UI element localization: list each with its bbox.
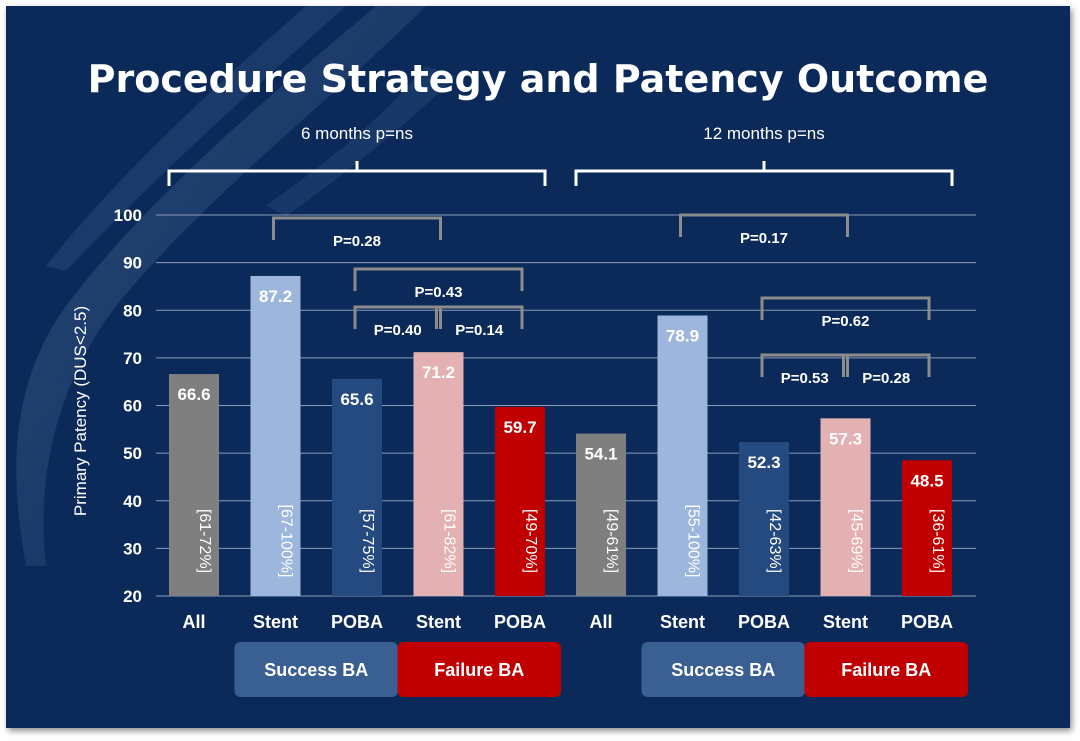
- x-category-label: All: [589, 612, 612, 632]
- p-value-label: P=0.28: [333, 233, 381, 250]
- bar-ci-label: [49-61%]: [603, 509, 620, 573]
- chart-groups: 6 months p=ns 66.6 [61-72%] All 87.2 [67-100%…: [167, 124, 968, 697]
- p-value-label: P=0.14: [455, 322, 504, 339]
- bar: [739, 442, 789, 596]
- x-category-label: Stent: [416, 612, 461, 632]
- x-category-label: Stent: [660, 612, 705, 632]
- bar-group: 12 months p=ns 54.1 [49-61%] All 78.9 [55-100…: [574, 124, 968, 697]
- x-category-label: All: [182, 612, 205, 632]
- p-value-label: P=0.17: [740, 230, 788, 247]
- chart: Procedure Strategy and Patency Outcome 2…: [16, 6, 989, 697]
- bar-value-label: 52.3: [747, 453, 780, 472]
- bar-ci-label: [45-69%]: [848, 509, 865, 573]
- subgroup-box: [804, 642, 968, 697]
- significance-bracket: [353, 267, 524, 291]
- bar-value-label: 78.9: [666, 326, 699, 345]
- p-value-label: P=0.53: [781, 370, 829, 387]
- x-category-label: POBA: [901, 612, 953, 632]
- x-category-label: POBA: [738, 612, 790, 632]
- bar-value-label: 65.6: [340, 390, 373, 409]
- x-category-label: Stent: [253, 612, 298, 632]
- bar: [413, 352, 464, 596]
- significance-bracket: [760, 353, 849, 377]
- subgroup-label: Failure BA: [841, 660, 931, 680]
- bar-ci-label: [55-100%]: [685, 505, 702, 578]
- bar: [576, 433, 626, 596]
- bar-ci-label: [49-70%]: [522, 509, 539, 573]
- bar: [657, 315, 708, 596]
- chart-title: Procedure Strategy and Patency Outcome: [88, 57, 989, 101]
- bar-group: 6 months p=ns 66.6 [61-72%] All 87.2 [67-100%…: [167, 124, 561, 697]
- p-value-label: P=0.43: [415, 284, 463, 301]
- bar-ci-label: [57-75%]: [359, 509, 376, 573]
- y-tick-label: 60: [123, 397, 142, 416]
- significance-bracket: [353, 305, 442, 329]
- bar: [250, 275, 301, 596]
- y-tick-label: 90: [123, 254, 142, 273]
- subgroup-box: [234, 642, 398, 697]
- bar-value-label: 57.3: [829, 429, 862, 448]
- y-tick-label: 100: [114, 206, 142, 225]
- bar-ci-label: [36-61%]: [929, 509, 946, 573]
- bar-ci-label: [61-82%]: [441, 509, 458, 573]
- period-brace: [574, 161, 954, 186]
- y-tick-label: 20: [123, 587, 142, 606]
- significance-bracket: [760, 296, 931, 320]
- significance-bracket: [435, 305, 524, 329]
- slide: Procedure Strategy and Patency Outcome 2…: [6, 6, 1070, 728]
- bar-value-label: 87.2: [259, 287, 292, 306]
- x-category-label: POBA: [494, 612, 546, 632]
- period-label: 6 months p=ns: [301, 124, 413, 143]
- bar-value-label: 66.6: [177, 385, 210, 404]
- significance-bracket: [679, 213, 849, 237]
- p-value-label: P=0.62: [822, 313, 870, 330]
- y-tick-label: 30: [123, 539, 142, 558]
- y-tick-label: 50: [123, 444, 142, 463]
- bar-value-label: 59.7: [503, 418, 536, 437]
- bar: [495, 406, 545, 596]
- significance-bracket: [272, 216, 442, 240]
- x-category-label: Stent: [823, 612, 868, 632]
- subgroup-label: Success BA: [264, 660, 368, 680]
- y-tick-label: 70: [123, 349, 142, 368]
- x-category-label: POBA: [331, 612, 383, 632]
- period-label: 12 months p=ns: [703, 124, 824, 143]
- p-value-label: P=0.40: [374, 322, 422, 339]
- bar-ci-label: [61-72%]: [196, 509, 213, 573]
- bar-ci-label: [42-63%]: [766, 509, 783, 573]
- y-tick-label: 80: [123, 301, 142, 320]
- subgroup-label: Failure BA: [434, 660, 524, 680]
- y-axis-label: Primary Patency (DUS<2.5): [71, 306, 90, 516]
- subgroup-box: [397, 642, 561, 697]
- decorative-swoosh: [16, 6, 456, 566]
- period-brace: [167, 161, 547, 186]
- bar-value-label: 54.1: [584, 445, 617, 464]
- y-tick-label: 40: [123, 492, 142, 511]
- bar: [820, 418, 871, 596]
- subgroup-box: [641, 642, 805, 697]
- subgroup-label: Success BA: [671, 660, 775, 680]
- bar-value-label: 48.5: [910, 471, 943, 490]
- bar: [332, 378, 382, 596]
- bar-value-label: 71.2: [422, 363, 455, 382]
- bar: [902, 460, 952, 596]
- p-value-label: P=0.28: [862, 370, 910, 387]
- significance-bracket: [842, 353, 931, 377]
- bar: [169, 374, 219, 596]
- bar-ci-label: [67-100%]: [278, 505, 295, 578]
